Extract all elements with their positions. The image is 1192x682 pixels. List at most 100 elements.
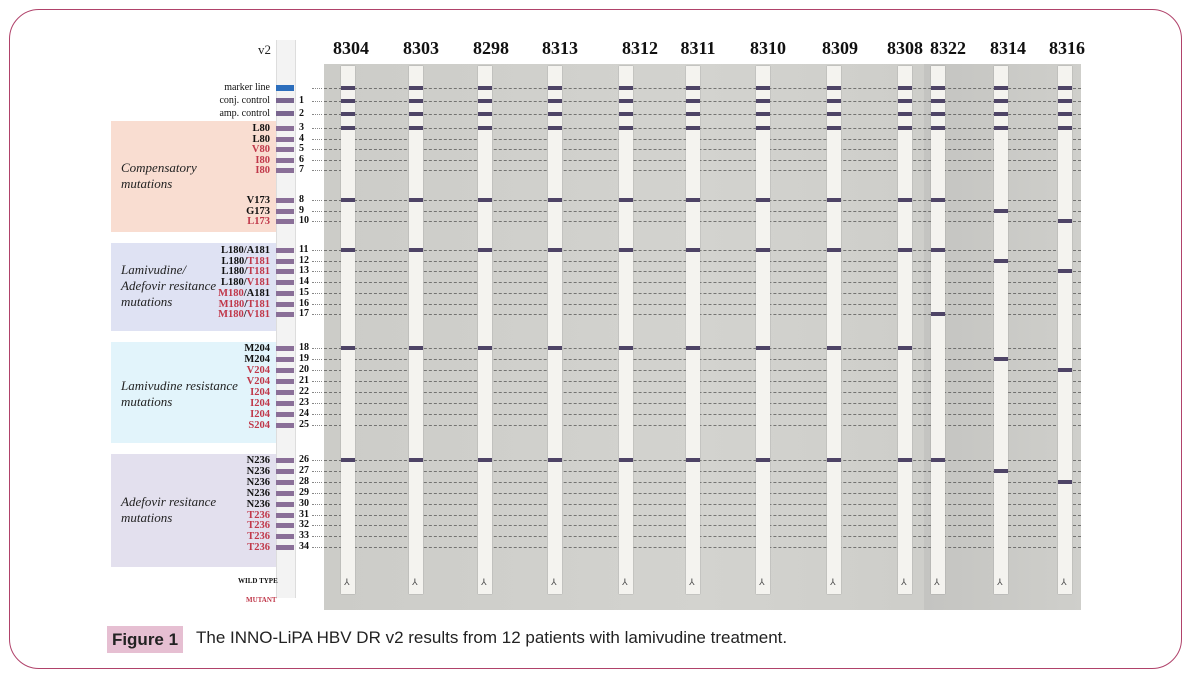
probe-codon: A181 [246,245,270,256]
probe-number: 18 [299,342,309,353]
probe-number: 30 [299,497,309,509]
strip-band [827,86,841,90]
mutation-group-title: Lamivudine resistance mutations [121,378,238,409]
strip-band [931,312,945,317]
strip-version-label: v2 [258,42,271,57]
strip-band [931,86,945,90]
probe-number: 21 [299,375,309,386]
probe-leader [312,271,322,273]
probe-number: 11 [299,244,309,255]
strip-band [931,99,945,103]
probe-leader [312,303,322,305]
reference-band [276,157,294,163]
patient-strip: ⅄ [478,66,492,594]
probe-codon: L173 [247,216,270,228]
control-leader [312,88,322,89]
reference-band [276,208,294,214]
probe-codon: N236 [246,498,270,510]
probe-number: 13 [299,265,309,277]
probe-gridline [324,200,1081,201]
probe-number: 3 [299,122,304,133]
probe-gridline [324,547,1081,549]
strip-band [548,99,562,103]
probe-leader [312,460,322,461]
reference-band [276,468,294,474]
probe-separator: / [243,309,247,321]
reference-band [276,390,294,395]
probe-number: 10 [299,215,309,227]
mutation-group-title: Adefovir resitance mutations [121,494,217,525]
patient-id: 8309 [822,38,858,58]
reference-band [276,534,294,540]
probe-gridline [324,101,1081,102]
strip-band [341,346,355,350]
probe-gridline [324,271,1081,273]
strip-band [341,112,355,116]
reference-band [276,512,294,518]
strip-band [898,86,912,90]
strip-band [548,112,562,116]
strip-band [994,126,1008,130]
strip-band [619,198,633,202]
strip-band [478,346,492,350]
probe-number: 12 [299,254,309,266]
probe-number: 20 [299,364,309,375]
probe-label: N236 [247,499,270,510]
figure-label: Figure 1 [107,626,183,653]
probe-leader [312,525,322,527]
probe-number: 22 [299,386,309,397]
strip-band [827,126,841,130]
probe-label: T236 [247,542,270,553]
probe-codon: G173 [246,205,270,217]
strip-band [827,198,841,202]
probe-number: 28 [299,475,309,487]
strip-band [827,99,841,103]
strip-band [409,198,423,202]
probe-number: 33 [299,530,309,542]
strip-band [1058,126,1072,130]
probe-gridlines [324,64,1081,610]
patient-id: 8298 [473,38,509,58]
control-band [276,98,294,103]
probe-label: M204 [244,343,270,354]
probe-label: M180/A181 [218,288,270,299]
control-label: amp. control [219,108,270,119]
probe-number: 29 [299,486,309,498]
strip-band [994,468,1008,473]
strip-band [898,198,912,202]
probe-label: I204 [250,409,270,420]
strip-band [756,126,770,130]
probe-leader [312,470,322,472]
probe-gridline [324,314,1081,316]
patient-strip: ⅄ [898,66,912,594]
patient-strip: ⅄ [931,66,945,594]
probe-label: T236 [247,520,270,531]
probe-number: 17 [299,308,309,320]
probe-label: N236 [247,488,270,499]
control-band [276,111,294,116]
reference-band [276,258,294,264]
probe-gridline [324,492,1081,494]
probe-label: T236 [247,510,270,521]
strip-band [827,346,841,350]
patient-id: 8304 [333,38,369,58]
strip-mark: ⅄ [901,578,907,588]
strip-mark: ⅄ [689,578,695,588]
wild-type-key: WILD TYPE [238,577,278,585]
reference-band [276,198,294,203]
strip-band [548,86,562,90]
probe-codon: M180 [218,287,244,299]
strip-mark: ⅄ [622,578,628,588]
probe-leader [312,221,322,223]
probe-codon: L80 [252,123,270,134]
reference-band [276,219,294,225]
probe-gridline [324,403,1081,404]
strip-band [409,99,423,103]
reference-band [276,301,294,307]
probe-gridline [324,88,1081,89]
probe-label: M180/T181 [219,299,270,310]
probe-codon: L80 [252,133,270,145]
probe-label: N236 [247,477,270,488]
patient-strip: ⅄ [686,66,700,594]
strip-band [994,208,1008,213]
